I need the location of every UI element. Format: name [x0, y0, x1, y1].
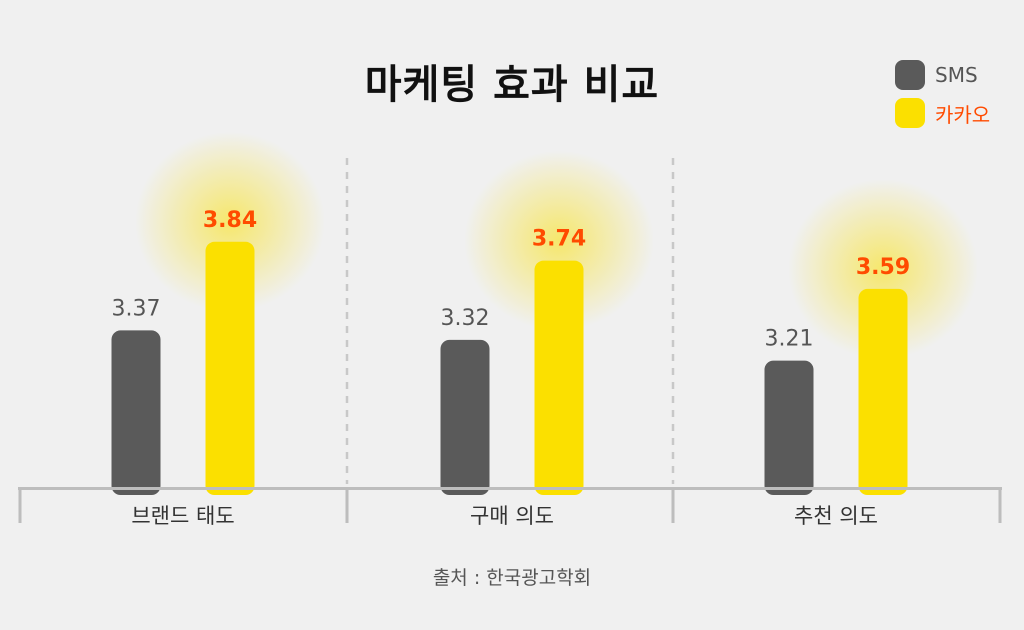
legend-swatch-sms	[895, 60, 925, 90]
kakao-glow	[135, 131, 325, 312]
highlight-glows	[135, 131, 978, 359]
value-label-kakao: 3.74	[532, 227, 586, 252]
x-axis	[18, 487, 1002, 523]
bar-sms	[764, 360, 814, 495]
value-label-sms: 3.21	[765, 327, 814, 352]
x-axis-tick	[18, 487, 22, 523]
value-labels-group: 3.37 3.84 3.32 3.74 3.21 3.59	[112, 208, 911, 352]
source-note: 출처 : 한국광고학회	[432, 567, 592, 589]
category-label: 브랜드 태도	[131, 504, 234, 528]
legend: SMS 카카오	[895, 58, 990, 134]
legend-label-sms: SMS	[935, 63, 978, 87]
value-label-kakao: 3.59	[856, 255, 910, 280]
bar-sms	[440, 339, 490, 495]
legend-swatch-kakao	[895, 98, 925, 128]
category-labels-group: 브랜드 태도 구매 의도 추천 의도	[131, 504, 878, 528]
legend-item-sms: SMS	[895, 58, 990, 92]
bar-sms	[111, 330, 161, 495]
kakao-glow	[464, 150, 654, 331]
category-label: 추천 의도	[794, 504, 878, 528]
category-label: 구매 의도	[470, 504, 554, 528]
bar-kakao	[534, 260, 584, 495]
x-axis-tick	[345, 487, 349, 523]
kakao-glow	[788, 178, 978, 359]
legend-item-kakao: 카카오	[895, 96, 990, 130]
x-axis-tick	[998, 487, 1002, 523]
x-axis-line	[18, 487, 1002, 490]
bar-kakao	[205, 241, 255, 495]
x-axis-tick	[671, 487, 675, 523]
value-label-sms: 3.32	[441, 306, 490, 331]
bars-group	[111, 241, 908, 495]
value-label-kakao: 3.84	[203, 208, 257, 233]
legend-label-kakao: 카카오	[935, 102, 991, 127]
value-label-sms: 3.37	[112, 296, 161, 321]
category-separators	[345, 158, 675, 484]
bar-kakao	[858, 288, 908, 495]
chart-title: 마케팅 효과 비교	[364, 62, 660, 108]
